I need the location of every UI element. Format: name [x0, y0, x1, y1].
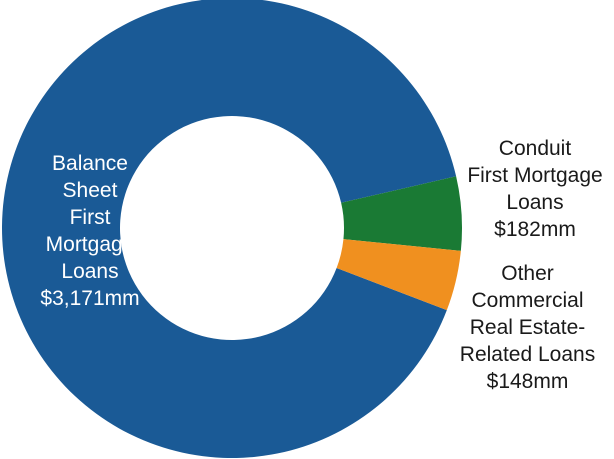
label-conduit: Conduit First Mortgage Loans $182mm	[467, 137, 603, 241]
slice-other-commercial	[336, 239, 461, 311]
label-other-commercial: Other Commercial Real Estate- Related Lo…	[459, 262, 596, 393]
label-balance-sheet: Balance Sheet First Mortgage Loans $3,17…	[40, 152, 140, 310]
slice-balance-sheet	[2, 0, 457, 459]
slice-conduit	[341, 176, 462, 251]
